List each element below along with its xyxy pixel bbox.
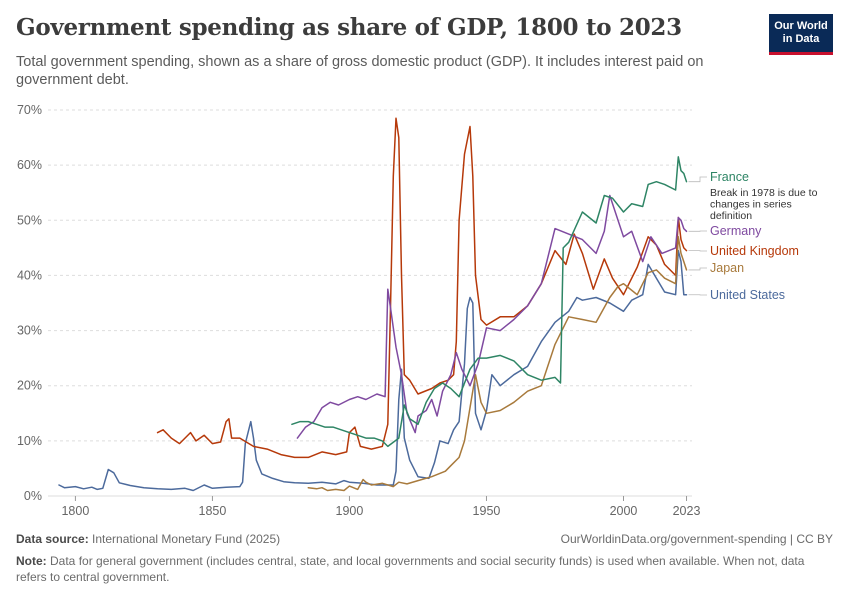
note-text: Data for general government (includes ce…: [16, 554, 805, 584]
line-label-united-states: United States: [710, 288, 785, 302]
series-line-united-kingdom: [156, 117, 688, 459]
source-label: Data source:: [16, 532, 89, 546]
gridlines: [48, 109, 692, 497]
line-label-japan: Japan: [710, 261, 744, 275]
series-line-united-states: [58, 249, 688, 492]
line-label-united-kingdom: United Kingdom: [710, 244, 799, 258]
y-tick-label: 20%: [17, 379, 42, 393]
x-tick-label: 1800: [61, 504, 89, 518]
x-tick-label: 2023: [673, 504, 701, 518]
logo-line-1: Our World: [774, 20, 828, 32]
axis-labels: 0% 10% 20% 30% 40% 50% 60% 70% 1800 1850 1900 1950 2…: [17, 103, 700, 518]
note-label: Note:: [16, 554, 47, 568]
chart-note: Note: Data for general government (inclu…: [16, 553, 826, 585]
y-tick-label: 50%: [17, 213, 42, 227]
leader-line-france: [688, 176, 707, 183]
line-label-france: France: [710, 170, 749, 184]
y-tick-label: 0%: [24, 489, 42, 503]
page-title: Government spending as share of GDP, 180…: [16, 14, 682, 41]
y-tick-label: 60%: [17, 158, 42, 172]
logo-line-2: in Data: [782, 33, 820, 45]
annotation-line: changes in series: [710, 199, 792, 211]
y-tick-label: 10%: [17, 434, 42, 448]
annotation-line: definition: [710, 210, 752, 222]
x-tick-label: 1900: [336, 504, 364, 518]
annotation-line: Break in 1978 is due to: [710, 187, 818, 199]
source-url[interactable]: OurWorldinData.org/government-spending |…: [560, 532, 833, 546]
x-tick-label: 1850: [199, 504, 227, 518]
y-tick-label: 40%: [17, 268, 42, 282]
series-lines: [58, 117, 688, 492]
source-text: International Monetary Fund (2025): [88, 532, 281, 546]
x-tick-label: 2000: [610, 504, 638, 518]
owid-logo[interactable]: Our World in Data: [769, 14, 833, 55]
leader-line-japan: [688, 267, 707, 271]
series-line-france: [291, 156, 688, 448]
line-end-labels: United States United Kingdom Japan Germany F…: [688, 170, 818, 302]
line-label-germany: Germany: [710, 224, 762, 238]
series-line-japan: [307, 236, 688, 492]
y-tick-label: 30%: [17, 324, 42, 338]
series-line-germany: [296, 194, 688, 439]
chart-subtitle: Total government spending, shown as a sh…: [16, 54, 704, 88]
data-source: Data source: International Monetary Fund…: [16, 532, 280, 546]
x-tick-label: 1950: [473, 504, 501, 518]
y-tick-label: 70%: [17, 103, 42, 117]
